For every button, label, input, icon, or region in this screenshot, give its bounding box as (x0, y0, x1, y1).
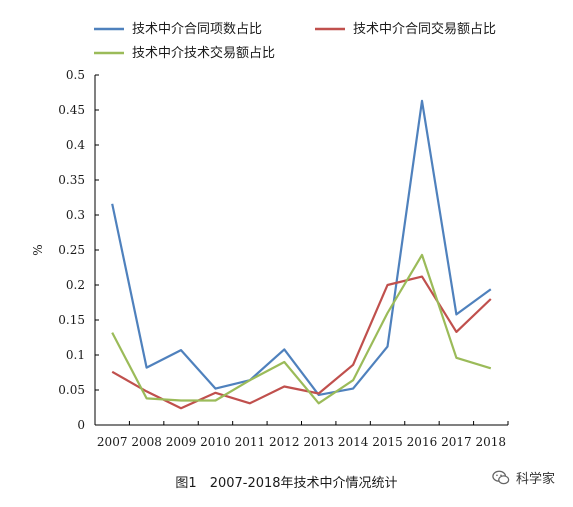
wechat-icon (492, 470, 510, 484)
figure-caption: 图1 2007-2018年技术中介情况统计 (175, 476, 398, 491)
y-axis-title: % (31, 244, 45, 255)
y-tick-label: 0.3 (66, 208, 85, 222)
axes: 0 0.05 0.1 0.15 0.2 0.25 0.3 0.35 0.4 0.45 0.5 2007… (31, 68, 509, 449)
x-tick-label: 2007 (97, 435, 128, 449)
watermark-text: 科学家 (515, 472, 555, 487)
y-tick-label: 0.15 (58, 313, 85, 327)
watermark: 科学家 (492, 468, 555, 487)
y-tick-label: 0.5 (66, 68, 85, 82)
y-tick-label: 0.2 (66, 278, 85, 292)
x-tick-label: 2018 (476, 435, 507, 449)
series-line-1 (111, 99, 492, 396)
legend-label: 技术中介技术交易额占比 (132, 45, 275, 61)
series-line-2 (111, 275, 492, 410)
y-tick-label: 0.35 (58, 173, 85, 187)
x-tick-label: 2014 (338, 435, 369, 449)
series-group (111, 99, 492, 410)
y-tick-label: 0.25 (58, 243, 85, 257)
x-tick-label: 2012 (269, 435, 300, 449)
x-tick-label: 2011 (235, 435, 266, 449)
y-tick-label: 0.4 (66, 138, 85, 152)
y-tick-label: 0.05 (58, 383, 85, 397)
x-tick-label: 2015 (372, 435, 403, 449)
x-tick-label: 2008 (131, 435, 162, 449)
legend-label: 技术中介合同项数占比 (132, 22, 262, 37)
x-tick-label: 2016 (407, 435, 438, 449)
legend-label: 技术中介合同交易额占比 (353, 21, 496, 37)
y-tick-label: 0.1 (66, 348, 85, 362)
series-line-3 (111, 253, 492, 405)
x-tick-label: 2009 (166, 435, 197, 449)
x-tick-label: 2013 (303, 435, 334, 449)
y-tick-label: 0.45 (58, 103, 85, 117)
y-tick-label: 0 (77, 418, 85, 432)
x-tick-label: 2010 (200, 435, 231, 449)
x-tick-label: 2017 (441, 435, 472, 449)
